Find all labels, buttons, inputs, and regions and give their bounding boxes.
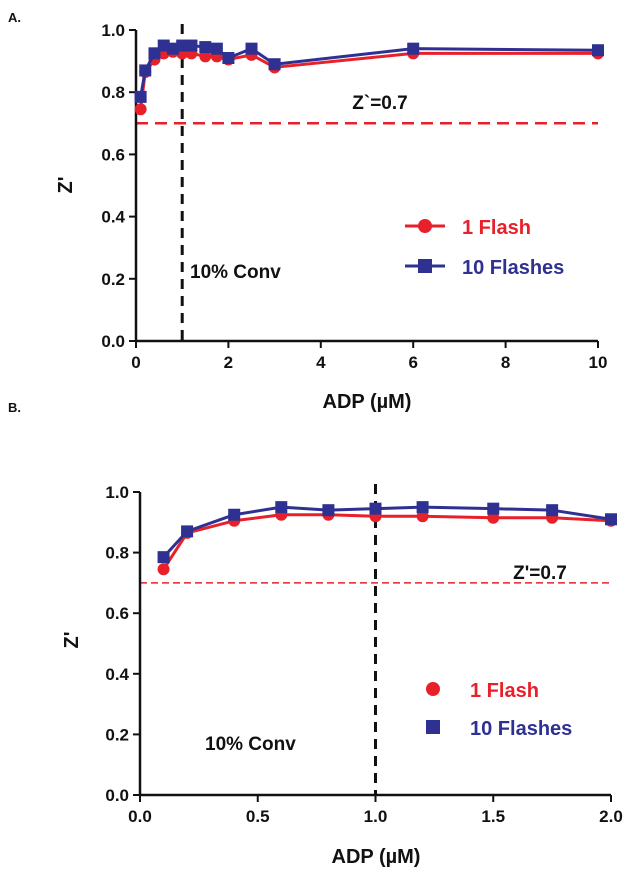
series-line-10-flashes-b: [162, 505, 612, 559]
panel-a: A. ADP (µM) Z' Z`=0.7 10% Conv 1 Flash 1…: [8, 10, 607, 413]
data-point-10-flashes-a: [592, 44, 604, 57]
conversion-label-b: 10% Conv: [205, 734, 296, 755]
data-point-10-flashes-a: [199, 41, 212, 54]
x-tick-label-a: 2: [224, 353, 233, 372]
y-tick-label-b: 0.2: [105, 725, 129, 744]
y-tick-label-a: 0.0: [101, 332, 125, 351]
data-point-1-flash-a: [199, 50, 212, 63]
x-tick-label-a: 8: [501, 353, 510, 372]
data-point-10-flashes-a: [157, 39, 170, 52]
data-point-1-flash-a: [134, 103, 147, 116]
x-tick-label-b: 1.0: [364, 807, 388, 826]
data-point-10-flashes-b: [546, 504, 559, 517]
y-tick-label-a: 0.6: [101, 145, 125, 164]
y-axis-title-a: Z': [55, 177, 77, 194]
legend-marker-1-flash-a: [418, 219, 432, 233]
data-point-1-flash-b: [416, 510, 429, 523]
y-tick-label-a: 1.0: [101, 21, 125, 40]
y-axis-title-b: Z': [61, 632, 83, 649]
conversion-label-a: 10% Conv: [190, 262, 281, 283]
x-tick-label-b: 2.0: [599, 807, 623, 826]
data-point-10-flashes-b: [322, 504, 335, 517]
y-tick-label-a: 0.8: [101, 83, 125, 102]
data-point-1-flash-b: [487, 511, 500, 524]
series-line-1-flash-b: [162, 513, 612, 571]
y-tick-label-b: 0.4: [105, 665, 129, 684]
panel-label-b: B.: [8, 400, 21, 415]
data-point-10-flashes-b: [487, 502, 500, 515]
data-point-10-flashes-a: [222, 51, 235, 64]
legend-text-1-flash-b: 1 Flash: [470, 680, 539, 702]
panel-label-a: A.: [8, 10, 21, 25]
data-point-10-flashes-a: [268, 58, 281, 71]
threshold-label-b: Z'=0.7: [513, 563, 567, 584]
y-tick-label-b: 0.0: [105, 786, 129, 805]
data-point-10-flashes-b: [605, 513, 617, 526]
data-point-10-flashes-a: [185, 39, 198, 52]
data-point-10-flashes-b: [275, 501, 288, 514]
data-point-10-flashes-b: [228, 508, 241, 521]
data-point-10-flashes-a: [176, 39, 189, 52]
data-point-10-flashes-a: [245, 42, 258, 55]
x-tick-label-b: 0.0: [128, 807, 152, 826]
x-tick-label-b: 1.5: [481, 807, 505, 826]
legend-text-10-flashes-b: 10 Flashes: [470, 718, 572, 740]
legend-marker-10-flashes-a: [418, 259, 432, 273]
data-point-10-flashes-a: [166, 42, 179, 55]
data-point-10-flashes-b: [416, 501, 429, 514]
panel-b: B. ADP (µM) Z' Z'=0.7 10% Conv 1 Flash 1…: [8, 400, 623, 868]
y-tick-label-b: 0.8: [105, 544, 129, 563]
x-tick-label-a: 6: [408, 353, 417, 372]
data-point-10-flashes-a: [139, 64, 152, 77]
legend-text-1-flash-a: 1 Flash: [462, 217, 531, 239]
x-tick-label-a: 10: [589, 353, 608, 372]
y-tick-label-a: 0.2: [101, 270, 125, 289]
x-tick-label-a: 4: [316, 353, 326, 372]
x-tick-label-b: 0.5: [246, 807, 270, 826]
data-point-10-flashes-a: [134, 90, 147, 103]
y-tick-label-b: 1.0: [105, 483, 129, 502]
legend-text-10-flashes-a: 10 Flashes: [462, 257, 564, 279]
data-point-10-flashes-b: [157, 551, 170, 564]
data-point-10-flashes-a: [148, 47, 161, 60]
legend-marker-1-flash-b: [426, 682, 440, 696]
legend-marker-10-flashes-b: [426, 720, 440, 734]
threshold-label-a: Z`=0.7: [352, 93, 407, 114]
data-point-10-flashes-b: [181, 525, 194, 538]
x-axis-title-b: ADP (µM): [332, 846, 421, 868]
data-point-10-flashes-a: [210, 42, 223, 55]
y-tick-label-a: 0.4: [101, 208, 125, 227]
data-point-10-flashes-b: [369, 502, 382, 515]
x-tick-label-a: 0: [131, 353, 140, 372]
data-point-10-flashes-a: [407, 42, 420, 55]
data-point-1-flash-b: [157, 563, 170, 576]
y-tick-label-b: 0.6: [105, 604, 129, 623]
x-axis-title-a: ADP (µM): [323, 391, 412, 413]
